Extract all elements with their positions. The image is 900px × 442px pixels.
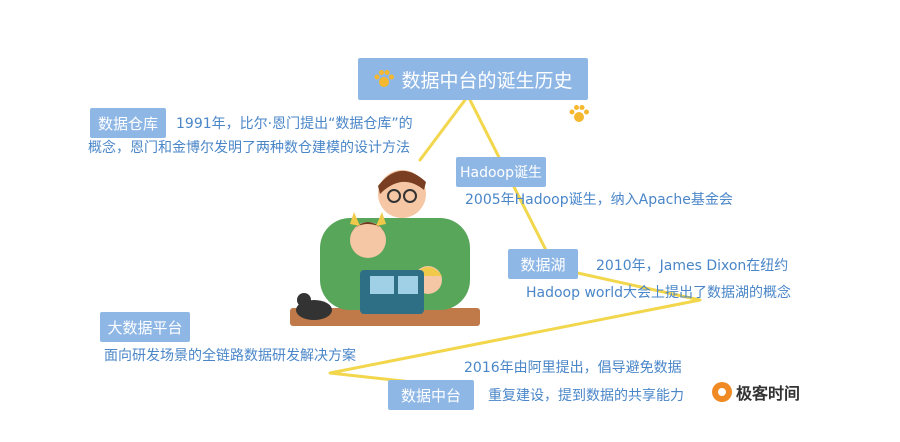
node-data-lake-desc-1: 2010年，James Dixon在纽约 bbox=[596, 258, 789, 274]
node-label: 大数据平台 bbox=[107, 318, 183, 337]
node-data-lake-label: 数据湖 bbox=[508, 249, 578, 279]
node-data-warehouse-desc-1: 1991年，比尔·恩门提出“数据仓库”的 bbox=[176, 116, 413, 132]
node-data-warehouse-desc-2: 概念，恩门和金博尔发明了两种数仓建模的设计方法 bbox=[88, 140, 410, 156]
node-big-data-platform-desc: 面向研发场景的全链路数据研发解决方案 bbox=[104, 348, 356, 364]
node-label: 数据仓库 bbox=[97, 114, 158, 133]
node-hadoop-desc: 2005年Hadoop诞生，纳入Apache基金会 bbox=[465, 192, 733, 208]
brand-logo-icon bbox=[712, 382, 732, 402]
diagram-title: 数据中台的诞生历史 bbox=[401, 69, 573, 92]
family-reading-illustration bbox=[290, 170, 480, 326]
paw-icon bbox=[374, 70, 395, 87]
node-big-data-platform-label: 大数据平台 bbox=[100, 312, 190, 342]
node-data-lake-desc-2: Hadoop world大会上提出了数据湖的概念 bbox=[526, 285, 792, 301]
node-data-middle-platform-desc-2: 重复建设，提到数据的共享能力 bbox=[488, 388, 684, 404]
node-data-middle-platform-label: 数据中台 bbox=[388, 380, 474, 410]
node-data-middle-platform-desc-1: 2016年由阿里提出，倡导避免数据 bbox=[464, 360, 682, 376]
paw-icon bbox=[569, 105, 589, 122]
node-data-warehouse-label: 数据仓库 bbox=[90, 108, 166, 138]
brand-logo: 极客时间 bbox=[712, 380, 800, 404]
node-hadoop-label: Hadoop诞生 bbox=[456, 157, 546, 187]
brand-logo-text: 极客时间 bbox=[736, 384, 801, 403]
node-label: 数据湖 bbox=[520, 255, 566, 274]
diagram-title-box: 数据中台的诞生历史 bbox=[358, 58, 588, 100]
node-label: 数据中台 bbox=[400, 386, 461, 405]
node-label: Hadoop诞生 bbox=[459, 165, 542, 181]
